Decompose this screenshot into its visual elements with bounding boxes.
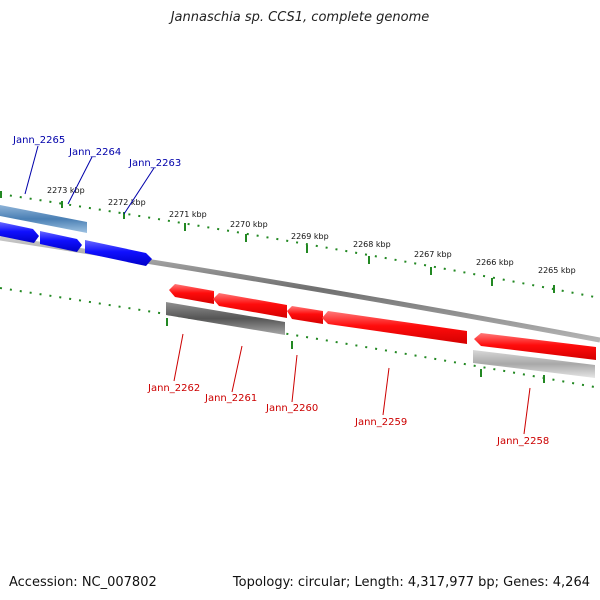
forward-gene-labels: Jann_2265 Jann_2264 Jann_2263 (12, 135, 181, 169)
leader-line (523, 387, 531, 435)
gene-label[interactable]: Jann_2264 (68, 147, 121, 158)
upper-major-ticks (0, 191, 555, 293)
gene-arrow-forward[interactable] (40, 231, 82, 252)
tick-label: 2268 kbp (353, 240, 391, 249)
gene-label[interactable]: Jann_2258 (496, 436, 549, 447)
tick-labels: 2273 kbp 2272 kbp 2271 kbp 2270 kbp 2269… (47, 186, 576, 275)
gene-arrow-reverse[interactable] (287, 306, 323, 324)
gene-arrow-forward[interactable] (0, 222, 39, 243)
gene-arrow-forward[interactable] (85, 240, 152, 266)
tick-label: 2272 kbp (108, 198, 146, 207)
tick-label: 2273 kbp (47, 186, 85, 195)
leader-line (291, 354, 298, 403)
feature-bar-lightgray (473, 350, 595, 378)
leader-line (123, 167, 155, 215)
feature-bar-darkgray (166, 302, 285, 335)
gene-arrow-reverse[interactable] (213, 293, 287, 318)
leader-line (67, 156, 93, 205)
leader-line (382, 367, 390, 416)
leader-line (24, 145, 39, 195)
gene-arrow-reverse[interactable] (322, 311, 467, 344)
tick-label: 2271 kbp (169, 210, 207, 219)
reverse-leader-lines (173, 333, 531, 435)
reverse-gene-labels: Jann_2262 Jann_2261 Jann_2260 Jann_2259 … (147, 383, 549, 447)
tick-label: 2270 kbp (230, 220, 268, 229)
reverse-genes (169, 284, 596, 360)
feature-bar-steelblue (0, 205, 87, 233)
gene-label[interactable]: Jann_2265 (12, 135, 65, 146)
lower-major-ticks (166, 318, 545, 383)
tick-label: 2266 kbp (476, 258, 514, 267)
leader-line (173, 333, 184, 382)
gene-label[interactable]: Jann_2261 (204, 393, 257, 404)
tick-label: 2269 kbp (291, 232, 329, 241)
gene-label[interactable]: Jann_2260 (265, 403, 318, 414)
tick-label: 2267 kbp (414, 250, 452, 259)
genome-info-label: Topology: circular; Length: 4,317,977 bp… (232, 575, 590, 590)
gene-label[interactable]: Jann_2262 (147, 383, 200, 394)
gene-arrow-reverse[interactable] (169, 284, 214, 304)
forward-leader-lines (24, 145, 155, 215)
leader-line (231, 345, 243, 393)
forward-genes (0, 222, 152, 266)
gene-label[interactable]: Jann_2263 (128, 158, 181, 169)
gene-arrow-reverse[interactable] (474, 333, 596, 360)
map-title: Jannaschia sp. CCS1, complete genome (170, 10, 430, 25)
tick-label: 2265 kbp (538, 266, 576, 275)
gene-label[interactable]: Jann_2259 (354, 417, 407, 428)
genome-backbone (0, 235, 600, 343)
accession-label: Accession: NC_007802 (9, 575, 157, 590)
